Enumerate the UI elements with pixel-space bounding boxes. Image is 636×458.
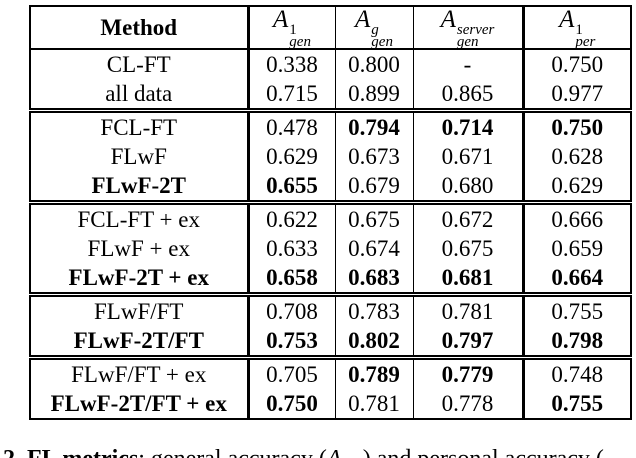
value-cell: 0.750 xyxy=(521,108,631,143)
value-cell: 0.781 xyxy=(334,389,413,420)
table-row: FLwF-2T 0.655 0.679 0.680 0.629 xyxy=(30,171,631,203)
value-cell: 0.797 xyxy=(412,326,523,358)
metric-math-label: A 1 per xyxy=(559,6,596,50)
value-cell: 0.671 xyxy=(412,142,523,172)
caption-text-after: ) and personal accuracy ( xyxy=(363,446,604,458)
table-row: FLwF 0.629 0.673 0.671 0.628 xyxy=(30,142,631,172)
table-row: FCL-FT + ex 0.622 0.675 0.672 0.666 xyxy=(30,200,631,235)
value-cell: 0.675 xyxy=(412,234,523,264)
value-cell: 0.675 xyxy=(334,200,413,235)
method-cell: FLwF/FT + ex xyxy=(30,355,248,390)
value-cell: 0.655 xyxy=(246,171,335,203)
method-cell: FLwF-2T/FT xyxy=(73,328,204,354)
value-cell: 0.664 xyxy=(521,263,631,295)
method-cell: all data xyxy=(105,81,173,107)
value-cell: 0.674 xyxy=(334,234,413,264)
value-cell: 0.865 xyxy=(412,79,523,111)
table-row: FLwF-2T/FT 0.753 0.802 0.797 0.798 xyxy=(30,326,631,358)
method-cell: FLwF-2T xyxy=(91,173,187,199)
value-cell: 0.659 xyxy=(521,234,631,264)
method-cell: FLwF-2T/FT + ex xyxy=(50,391,227,417)
metric-math-label: A 1 gen xyxy=(273,6,311,50)
value-cell: 0.683 xyxy=(334,263,413,295)
value-cell: 0.899 xyxy=(334,79,413,111)
method-cell: FCL-FT xyxy=(30,108,248,143)
value-cell: 0.778 xyxy=(412,389,523,420)
table-row: FLwF + ex 0.633 0.674 0.675 0.659 xyxy=(30,234,631,264)
value-cell: 0.800 xyxy=(334,49,413,80)
value-cell: 0.633 xyxy=(246,234,335,264)
table-row: FLwF/FT + ex 0.705 0.789 0.779 0.748 xyxy=(30,355,631,390)
value-cell: 0.781 xyxy=(412,292,523,327)
value-cell: 0.794 xyxy=(334,108,413,143)
method-cell: FLwF xyxy=(110,144,167,170)
value-cell: 0.783 xyxy=(334,292,413,327)
value-cell: 0.680 xyxy=(412,171,523,203)
value-cell: - xyxy=(412,49,523,80)
column-header-metric: A 1 per xyxy=(521,6,631,51)
value-cell: 0.673 xyxy=(334,142,413,172)
value-cell: 0.789 xyxy=(334,355,413,390)
caption-math: Akgen xyxy=(327,446,363,458)
value-cell: 0.802 xyxy=(334,326,413,358)
value-cell: 0.714 xyxy=(412,108,523,143)
method-cell: CL-FT xyxy=(106,52,171,78)
method-cell: FLwF/FT xyxy=(30,292,248,327)
caption-text-before: : general accuracy ( xyxy=(138,446,327,458)
value-cell: 0.715 xyxy=(246,79,335,111)
value-cell: 0.977 xyxy=(521,79,631,111)
table-row: FLwF-2T + ex 0.658 0.683 0.681 0.664 xyxy=(30,263,631,295)
method-cell: FLwF + ex xyxy=(87,236,190,262)
value-cell: 0.750 xyxy=(246,389,335,420)
caption-number: 2. FL metrics xyxy=(3,446,138,458)
value-cell: 0.338 xyxy=(246,49,335,80)
value-cell: 0.750 xyxy=(521,49,631,80)
table-row: FLwF/FT 0.708 0.783 0.781 0.755 xyxy=(30,292,631,327)
table-row: FLwF-2T/FT + ex 0.750 0.781 0.778 0.755 xyxy=(30,389,631,420)
value-cell: 0.672 xyxy=(412,200,523,235)
value-cell: 0.681 xyxy=(412,263,523,295)
value-cell: 0.755 xyxy=(521,292,631,327)
value-cell: 0.658 xyxy=(246,263,335,295)
value-cell: 0.629 xyxy=(521,171,631,203)
value-cell: 0.705 xyxy=(246,355,335,390)
value-cell: 0.748 xyxy=(521,355,631,390)
value-cell: 0.666 xyxy=(521,200,631,235)
column-header-method: Method xyxy=(30,6,248,51)
value-cell: 0.708 xyxy=(246,292,335,327)
table-row: FCL-FT 0.478 0.794 0.714 0.750 xyxy=(30,108,631,143)
value-cell: 0.622 xyxy=(246,200,335,235)
table-row: all data 0.715 0.899 0.865 0.977 xyxy=(30,79,631,111)
value-cell: 0.629 xyxy=(246,142,335,172)
value-cell: 0.779 xyxy=(412,355,523,390)
value-cell: 0.628 xyxy=(521,142,631,172)
value-cell: 0.679 xyxy=(334,171,413,203)
column-header-metric: A 1 gen xyxy=(246,6,335,51)
table-caption: 2. FL metrics: general accuracy (Akgen) … xyxy=(3,446,604,458)
value-cell: 0.753 xyxy=(246,326,335,358)
method-cell: FCL-FT + ex xyxy=(30,200,248,235)
value-cell: 0.798 xyxy=(521,326,631,358)
table-row: CL-FT 0.338 0.800-0.750 xyxy=(30,49,631,80)
value-cell: 0.755 xyxy=(521,389,631,420)
value-cell: 0.478 xyxy=(246,108,335,143)
method-cell: FLwF-2T + ex xyxy=(68,265,209,291)
table-body: CL-FT 0.338 0.800-0.750 all data 0.715 0.899 0… xyxy=(30,49,631,420)
